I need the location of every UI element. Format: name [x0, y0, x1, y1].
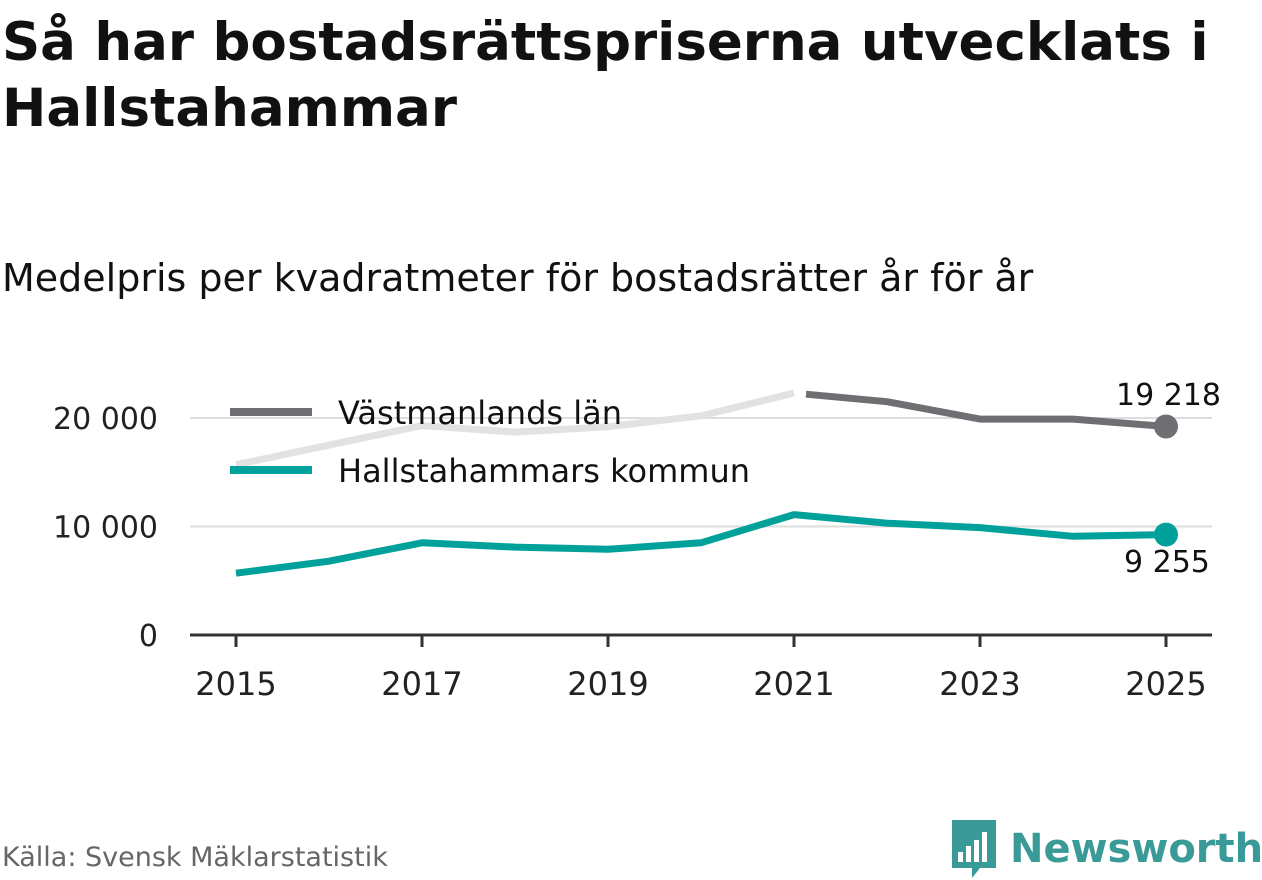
chart-title: Så har bostadsrättspriserna utvecklats i…: [2, 12, 1209, 139]
brand-name: Newsworthy: [1010, 826, 1262, 872]
x-tick-label: 2017: [381, 665, 462, 703]
x-tick-label: 2023: [939, 665, 1020, 703]
series-line-hallstahammar: [235, 511, 1167, 577]
chart-subtitle: Medelpris per kvadratmeter för bostadsrä…: [2, 256, 1034, 300]
legend-label-vastmanland: Västmanlands län: [338, 394, 622, 432]
bar-chart-speech-icon: [952, 820, 996, 878]
y-tick-label: 20 000: [53, 402, 158, 437]
y-tick-label: 10 000: [53, 511, 158, 546]
end-point-hallstahammar: [1154, 522, 1178, 547]
legend-label-hallstahammar: Hallstahammars kommun: [338, 452, 750, 490]
series-line-vastmanland-faded: [235, 389, 795, 469]
end-label-vastmanland: 19 218: [1116, 378, 1221, 413]
end-label-hallstahammar: 9 255: [1124, 545, 1210, 580]
series-split-gap: [798, 386, 806, 396]
source-note: Källa: Svensk Mäklarstatistik: [2, 842, 388, 873]
x-tick-label: 2021: [753, 665, 834, 703]
x-tick-label: 2025: [1125, 665, 1206, 703]
series-line-vastmanland: [805, 390, 1167, 430]
x-tick-label: 2015: [195, 665, 276, 703]
x-tick-label: 2019: [567, 665, 648, 703]
end-point-vastmanland: [1154, 414, 1178, 439]
brand-logo: Newsworthy: [950, 818, 1262, 880]
y-tick-label: 0: [139, 619, 158, 654]
